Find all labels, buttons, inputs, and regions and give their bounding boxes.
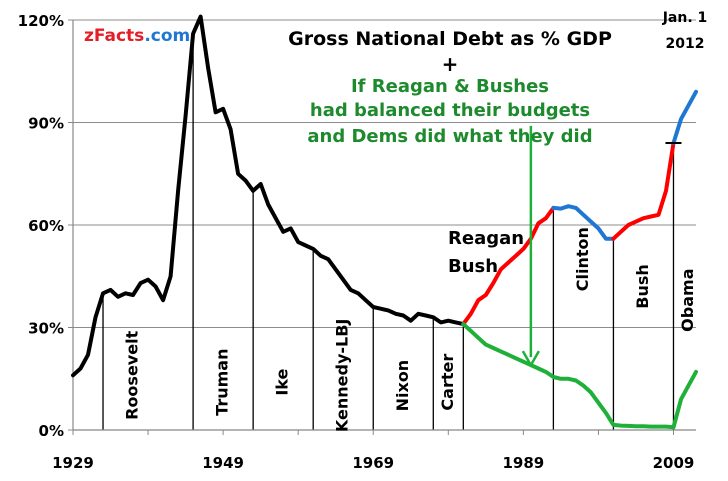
subtitle-line-1: If Reagan & Bushes xyxy=(350,76,550,97)
y-tick-label: 0% xyxy=(39,422,64,440)
series-obama xyxy=(671,89,698,145)
date-label-1: Jan. 1 xyxy=(662,10,708,26)
y-tick-label: 60% xyxy=(28,217,64,235)
brand-name: zFacts xyxy=(84,26,145,46)
president-label: Carter xyxy=(438,354,457,411)
x-tick-label: 1929 xyxy=(52,454,94,472)
series-clinton xyxy=(551,204,616,241)
brand-logo: zFacts.com xyxy=(84,26,190,46)
president-label: Roosevelt xyxy=(123,330,142,419)
plus-sign: + xyxy=(441,52,459,76)
reagan-label: Reagan xyxy=(448,228,525,249)
axes xyxy=(68,19,696,435)
subtitle-line-2: had balanced their budgets xyxy=(309,100,591,121)
president-label: Truman xyxy=(213,349,232,416)
x-tick-label: 1989 xyxy=(502,454,544,472)
series-counterfactual xyxy=(461,322,698,430)
series-actual xyxy=(71,14,466,378)
counterfactual-arrow xyxy=(521,125,540,368)
president-label: Kennedy-LBJ xyxy=(333,319,352,432)
x-tick-label: 1949 xyxy=(202,454,244,472)
president-label: Ike xyxy=(273,369,292,396)
tick-labels: 0% 30% 60% 90% 120% 1929 1949 1969 1989 2009 xyxy=(18,12,695,472)
chart-title: Gross National Debt as % GDP xyxy=(288,28,612,50)
president-term-lines xyxy=(102,33,675,430)
bush-label: Bush xyxy=(448,256,499,277)
brand-tld: .com xyxy=(144,26,191,46)
x-tick-label: 2009 xyxy=(653,454,695,472)
president-label: Clinton xyxy=(573,227,592,291)
series-lines xyxy=(71,14,698,430)
president-label: Bush xyxy=(633,264,652,309)
president-labels: Roosevelt Truman Ike Kennedy-LBJ Nixon Carter… xyxy=(123,227,697,432)
president-label: Obama xyxy=(678,269,697,332)
x-tick-label: 1969 xyxy=(352,454,394,472)
y-tick-label: 30% xyxy=(28,320,64,338)
series-bush2 xyxy=(611,141,676,241)
y-tick-label: 120% xyxy=(18,12,64,30)
arrow-head xyxy=(521,350,540,368)
y-tick-label: 90% xyxy=(28,115,64,133)
subtitle-line-3: and Dems did what they did xyxy=(307,126,593,147)
date-label-2: 2012 xyxy=(665,36,705,52)
series-reagan-bush1 xyxy=(461,205,556,327)
president-label: Nixon xyxy=(393,360,412,412)
